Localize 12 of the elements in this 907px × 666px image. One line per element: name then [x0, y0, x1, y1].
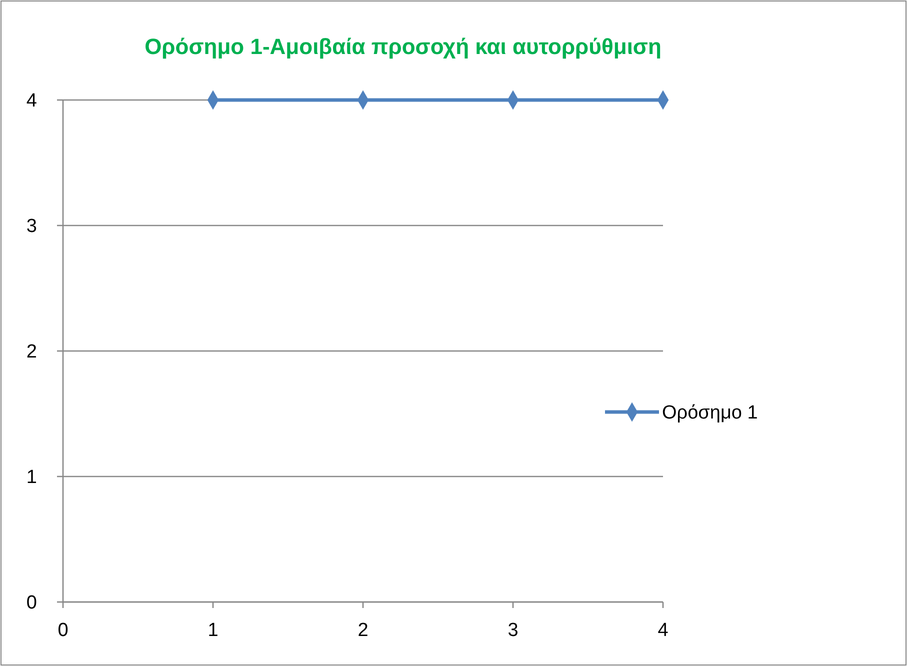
y-tick-label: 2 [26, 342, 37, 363]
legend-label: Ορόσημο 1 [662, 402, 758, 424]
x-tick-label: 4 [658, 620, 669, 641]
x-tick-label: 3 [508, 620, 518, 641]
y-tick-label: 0 [26, 592, 37, 614]
x-tick-label: 0 [58, 620, 68, 641]
y-tick-label: 3 [26, 216, 37, 238]
y-tick-label: 1 [26, 467, 37, 488]
x-tick-label: 1 [208, 620, 218, 641]
chart-title: Ορόσημο 1-Αμοιβαία προσοχή και αυτορρύθμιση [144, 34, 662, 59]
y-tick-label: 4 [26, 90, 38, 112]
x-tick-label: 2 [358, 620, 368, 641]
